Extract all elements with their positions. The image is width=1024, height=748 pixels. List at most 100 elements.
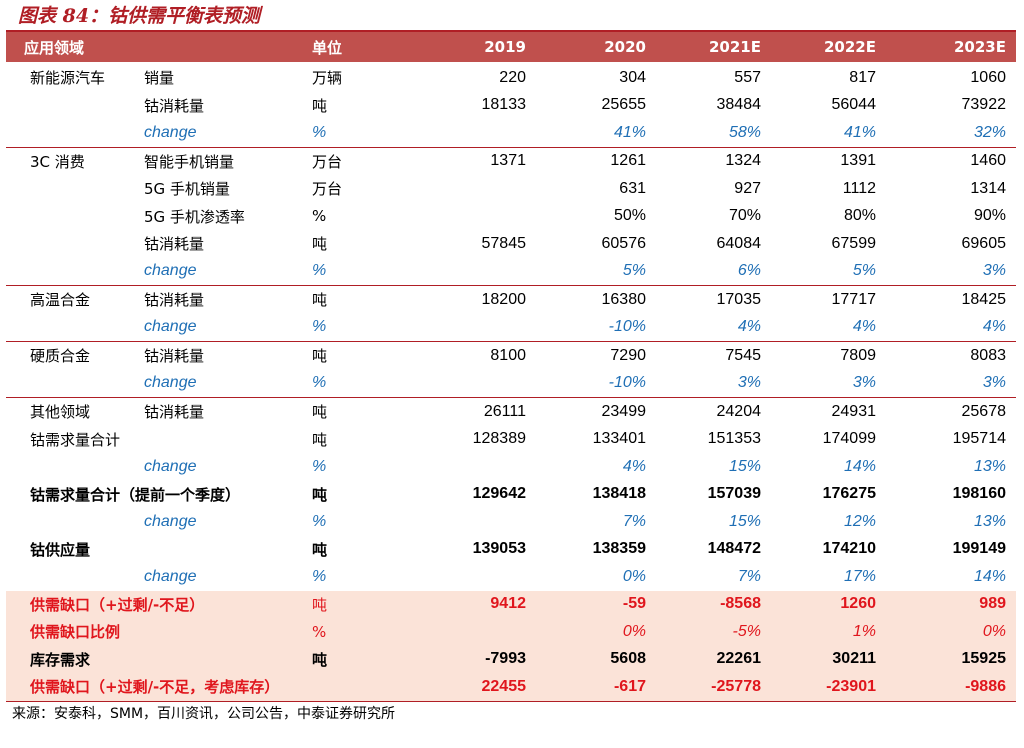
value-cell: 15% [728, 512, 761, 530]
table-row: 钴消耗量 吨 18133 25655 38484 56044 73922 [6, 92, 1016, 120]
unit-cell: 吨 [312, 485, 328, 504]
metric-label: 钴消耗量 [144, 96, 205, 115]
sector-label [6, 453, 136, 481]
value-cell: 25655 [601, 96, 647, 114]
sector-label: 3C 消费 [30, 152, 85, 171]
value-cell: 7% [622, 512, 646, 530]
value-cell [416, 369, 536, 398]
sector-label [6, 563, 136, 591]
value-cell: 5% [536, 257, 656, 286]
value-cell: 139053 [472, 540, 526, 558]
value-cell: 3% [886, 369, 1016, 398]
value-cell: 1261 [610, 152, 646, 170]
value-cell: 70% [728, 207, 761, 225]
sector-label: 高温合金 [30, 291, 91, 310]
sector-label [6, 230, 136, 258]
value-cell: 17035 [716, 290, 762, 308]
value-cell: 17% [843, 567, 876, 585]
table-row: change% 5% 6% 5% 3% [6, 257, 1016, 286]
unit-cell: % [306, 313, 416, 342]
value-cell: 989 [886, 590, 1016, 618]
metric-label: change [144, 567, 197, 585]
row-label: 供需缺口比例 [6, 618, 306, 646]
unit-cell: % [312, 512, 327, 530]
header-2023e: 2023E [886, 32, 1016, 64]
value-cell: 14% [973, 567, 1006, 585]
value-cell: 199149 [952, 540, 1006, 558]
value-cell: -7993 [416, 645, 536, 673]
metric-label: 销量 [144, 69, 175, 88]
value-cell: 56044 [831, 96, 877, 114]
metric-label: 钴消耗量 [144, 347, 205, 366]
metric-label: change [144, 512, 197, 530]
value-cell: 4% [771, 313, 886, 342]
value-cell: -8568 [656, 590, 771, 618]
unit-cell: 吨 [312, 540, 328, 559]
value-cell: 7809 [840, 346, 876, 364]
sector-label [6, 508, 136, 536]
value-cell: 67599 [831, 234, 877, 252]
unit-cell: 吨 [312, 403, 328, 422]
value-cell: 3% [886, 257, 1016, 286]
table-row: 3C 消费 智能手机销量 万台 1371 1261 1324 1391 1460 [6, 147, 1016, 175]
header-sector: 应用领域 [6, 32, 136, 64]
value-cell: 148472 [707, 540, 761, 558]
value-cell: 151353 [707, 430, 761, 448]
value-cell: 22455 [416, 673, 536, 702]
unit-cell: 吨 [312, 291, 328, 310]
value-cell: 57845 [481, 234, 527, 252]
figure-title: 图表 84：钴供需平衡表预测 [6, 0, 1016, 32]
row-label: 库存需求 [6, 645, 306, 673]
value-cell: 0% [536, 618, 656, 646]
value-cell: 4% [886, 313, 1016, 342]
value-cell: 817 [849, 68, 876, 86]
value-cell [416, 453, 536, 481]
value-cell: 557 [734, 68, 761, 86]
sector-label [6, 92, 136, 120]
table-row: change% -10% 3% 3% 3% [6, 369, 1016, 398]
value-cell [416, 563, 536, 591]
value-cell: 6% [656, 257, 771, 286]
table-row: 高温合金 钴消耗量 吨 18200 16380 17035 17717 18425 [6, 286, 1016, 314]
value-cell [416, 257, 536, 286]
unit-cell: % [312, 457, 327, 475]
value-cell [416, 175, 536, 203]
unit-cell [306, 673, 416, 702]
sector-label: 新能源汽车 [30, 69, 106, 88]
value-cell: 14% [843, 457, 876, 475]
value-cell: 176275 [822, 485, 876, 503]
row-label: 供需缺口（+过剩/-不足，考虑库存） [6, 673, 306, 702]
value-cell: 41% [771, 119, 886, 148]
metric-label: change [136, 257, 306, 286]
unit-cell: 吨 [312, 430, 328, 449]
sector-label [6, 257, 136, 286]
value-cell [416, 203, 536, 231]
value-cell: -9886 [886, 673, 1016, 702]
header-row: 应用领域 单位 2019 2020 2021E 2022E 2023E [6, 32, 1016, 64]
value-cell: 41% [536, 119, 656, 148]
value-cell: 58% [656, 119, 771, 148]
unit-cell: 万辆 [312, 69, 343, 88]
value-cell: 18200 [481, 290, 527, 308]
value-cell: 1060 [970, 68, 1006, 86]
sector-label [6, 203, 136, 231]
table-row: 硬质合金 钴消耗量 吨 8100 7290 7545 7809 8083 [6, 342, 1016, 370]
value-cell: 5608 [536, 645, 656, 673]
unit-cell: 吨 [312, 96, 328, 115]
value-cell: 195714 [952, 430, 1006, 448]
value-cell: 38484 [716, 96, 762, 114]
unit-cell: 吨 [312, 235, 328, 254]
table-row: 供需缺口比例% 0% -5% 1% 0% [6, 618, 1016, 646]
value-cell: 1314 [970, 179, 1006, 197]
table-row: 5G 手机渗透率% 50% 70% 80% 90% [6, 203, 1016, 231]
metric-label: change [136, 369, 306, 398]
value-cell: 7% [737, 567, 761, 585]
value-cell: 18133 [481, 96, 527, 114]
value-cell: 3% [771, 369, 886, 398]
unit-cell: 万台 [312, 180, 343, 199]
value-cell: 15% [728, 457, 761, 475]
row-label: 供需缺口（+过剩/-不足） [6, 590, 306, 618]
table-row: 钴消耗量 吨 57845 60576 64084 67599 69605 [6, 230, 1016, 258]
value-cell: -617 [536, 673, 656, 702]
value-cell: 73922 [961, 96, 1007, 114]
